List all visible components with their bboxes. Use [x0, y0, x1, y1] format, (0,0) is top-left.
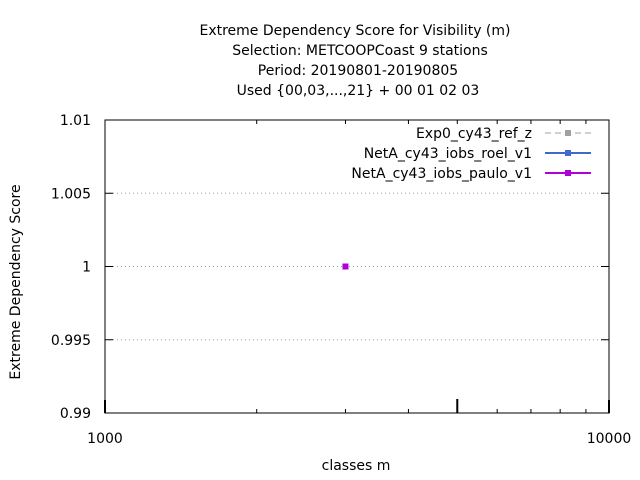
data-marks — [342, 263, 349, 270]
y-tick-label: 1 — [82, 260, 91, 276]
data-point — [342, 263, 349, 270]
y-tick-label: 0.99 — [60, 406, 91, 422]
y-axis-label: Extreme Dependency Score — [8, 184, 24, 379]
title-line-3: Period: 20190801-20190805 — [258, 63, 458, 79]
chart-title: Extreme Dependency Score for Visibility … — [199, 23, 510, 99]
legend-marker — [565, 150, 571, 156]
grid-lines — [105, 192, 609, 341]
y-tick-label: 1.01 — [60, 113, 91, 129]
legend-marker — [565, 170, 571, 176]
legend-label: NetA_cy43_iobs_roel_v1 — [364, 146, 532, 162]
x-tick-label: 10000 — [587, 431, 632, 447]
legend-marker — [565, 130, 571, 136]
x-tick-label: 1000 — [87, 431, 123, 447]
y-axis-ticks: 0.99 0.995 1 1.005 1.01 — [51, 113, 609, 422]
x-axis-label: classes m — [322, 458, 391, 474]
y-tick-label: 1.005 — [51, 186, 91, 202]
title-line-2: Selection: METCOOPCoast 9 stations — [232, 43, 488, 59]
legend: Exp0_cy43_ref_z NetA_cy43_iobs_roel_v1 Net… — [351, 126, 591, 182]
y-tick-label: 0.995 — [51, 333, 91, 349]
title-line-1: Extreme Dependency Score for Visibility … — [199, 23, 510, 39]
legend-label: Exp0_cy43_ref_z — [416, 126, 532, 142]
x-axis-ticks: 1000 10000 — [87, 120, 631, 447]
title-line-4: Used {00,03,...,21} + 00 01 02 03 — [237, 83, 480, 99]
legend-label: NetA_cy43_iobs_paulo_v1 — [351, 166, 532, 182]
